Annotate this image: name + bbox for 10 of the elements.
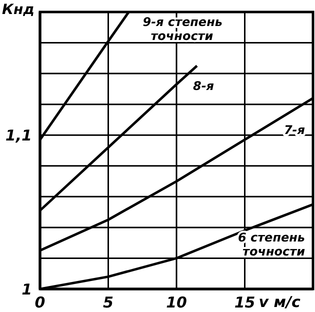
x-tick-label: 0 xyxy=(34,294,46,312)
x-axis-title: v м/с xyxy=(258,293,300,311)
x-tick-label: 15 xyxy=(234,294,256,312)
x-tick-label: 5 xyxy=(103,294,114,312)
y-tick-label: 1 xyxy=(22,280,32,298)
series-label: 8-я xyxy=(192,78,214,93)
y-axis-title: Кнд xyxy=(2,2,34,18)
y-tick-label: 1,1 xyxy=(5,126,32,144)
series-label: 7-я xyxy=(284,123,306,138)
x-tick-label: 10 xyxy=(166,294,187,312)
